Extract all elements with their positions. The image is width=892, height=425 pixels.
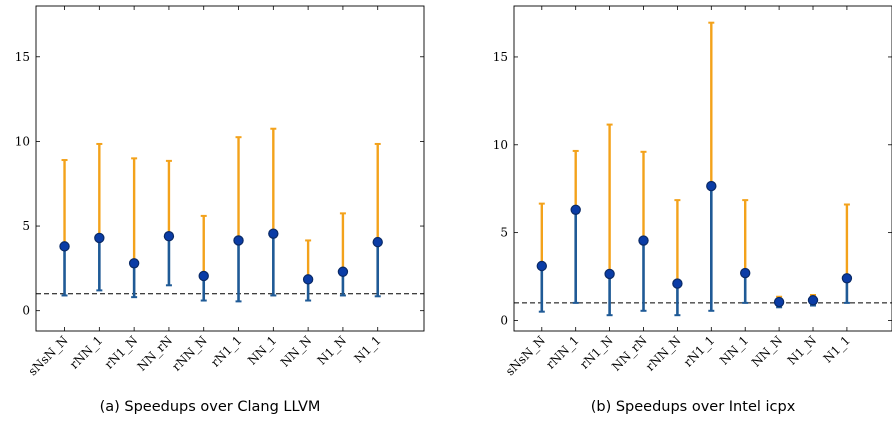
category-label: NN_N	[278, 333, 314, 369]
chart-caption: (b) Speedups over Intel icpx	[591, 399, 796, 415]
category-label: rN1_1	[681, 333, 717, 369]
y-tick-label: 0	[500, 313, 508, 327]
y-tick-label: 5	[22, 219, 30, 233]
plot-frame	[513, 5, 892, 332]
category-label: NN_N	[749, 333, 785, 369]
mean-marker	[740, 267, 751, 279]
category-label: NN_1	[717, 333, 751, 367]
y-tick-label: 10	[493, 138, 508, 152]
category-label: NN_rN	[135, 333, 175, 373]
mean-marker	[233, 235, 244, 246]
category-label: NN_rN	[609, 333, 649, 373]
category-label: N1_1	[351, 333, 383, 365]
mean-marker	[672, 278, 683, 289]
y-tick-label: 15	[493, 50, 508, 64]
y-tick-label: 15	[15, 50, 30, 64]
plot-frame	[35, 5, 425, 332]
y-tick-label: 10	[15, 134, 30, 148]
category-label: rNN_1	[543, 333, 581, 371]
category-label: sNsN_N	[503, 333, 548, 378]
y-tick-label: 0	[22, 304, 30, 318]
mean-marker	[604, 268, 615, 280]
mean-marker	[807, 295, 819, 306]
chart-caption: (a) Speedups over Clang LLVM	[100, 399, 321, 415]
category-label: N1_N	[785, 333, 819, 367]
mean-marker	[128, 258, 140, 269]
category-label: N1_1	[821, 333, 853, 365]
mean-marker	[302, 274, 314, 285]
mean-marker	[570, 204, 581, 215]
category-label: sNsN_N	[26, 333, 71, 378]
mean-marker	[372, 236, 383, 248]
category-label: NN_1	[245, 333, 279, 367]
category-label: rNN_1	[67, 333, 105, 371]
mean-marker	[198, 270, 209, 282]
mean-marker	[638, 235, 649, 246]
mean-marker	[163, 231, 175, 242]
category-label: rNN_N	[643, 333, 683, 373]
category-label: rNN_N	[169, 333, 209, 373]
category-label: rN1_N	[102, 333, 140, 371]
mean-marker	[536, 260, 547, 272]
y-tick-label: 5	[500, 226, 508, 240]
mean-marker	[337, 266, 349, 277]
category-label: rN1_1	[208, 333, 244, 369]
mean-marker	[59, 241, 70, 252]
mean-marker	[773, 296, 785, 308]
mean-marker	[706, 180, 717, 192]
mean-marker	[94, 232, 105, 244]
mean-marker	[268, 228, 279, 239]
category-label: N1_N	[315, 333, 349, 367]
mean-marker	[841, 273, 853, 284]
